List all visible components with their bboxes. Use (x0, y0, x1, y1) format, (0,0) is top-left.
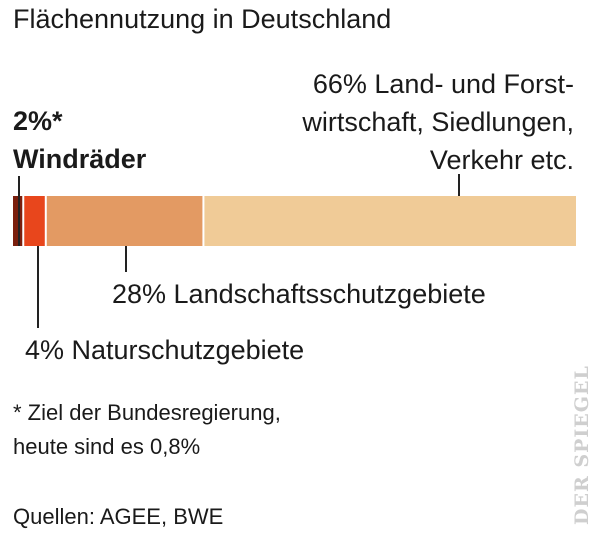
bar-segment-naturschutz (24, 196, 45, 246)
label-land-forst: 66% Land- und Forst- wirtschaft, Siedlun… (302, 65, 574, 179)
label-windraeder-name: Windräder (13, 144, 147, 174)
label-naturschutz: 4% Naturschutzgebiete (25, 335, 305, 365)
sources-note: Quellen: AGEE, BWE (13, 504, 224, 529)
label-landschaftsschutz: 28% Landschaftsschutzgebiete (112, 279, 486, 309)
bar-segment-landschaftsschutz (46, 196, 203, 246)
label-land-forst-line1: 66% Land- und Forst- (312, 69, 574, 99)
footnote-line2: heute sind es 0,8% (13, 434, 201, 459)
bar-segments (13, 196, 577, 246)
label-land-forst-line3: Verkehr etc. (429, 145, 574, 175)
bar-segment-windraeder (13, 196, 23, 246)
label-windraeder-value: 2%* (13, 106, 63, 136)
footnote-line1: * Ziel der Bundesregierung, (13, 400, 281, 425)
label-windraeder: 2%* Windräder (13, 102, 146, 178)
brand-logo: DER SPIEGEL (571, 365, 593, 525)
bar-segment-land-forst (204, 196, 577, 246)
chart-title: Flächennutzung in Deutschland (13, 4, 392, 34)
leader-lines (18, 174, 460, 328)
label-land-forst-line2: wirtschaft, Siedlungen, (302, 107, 574, 137)
footnote: * Ziel der Bundesregierung, heute sind e… (13, 396, 281, 464)
